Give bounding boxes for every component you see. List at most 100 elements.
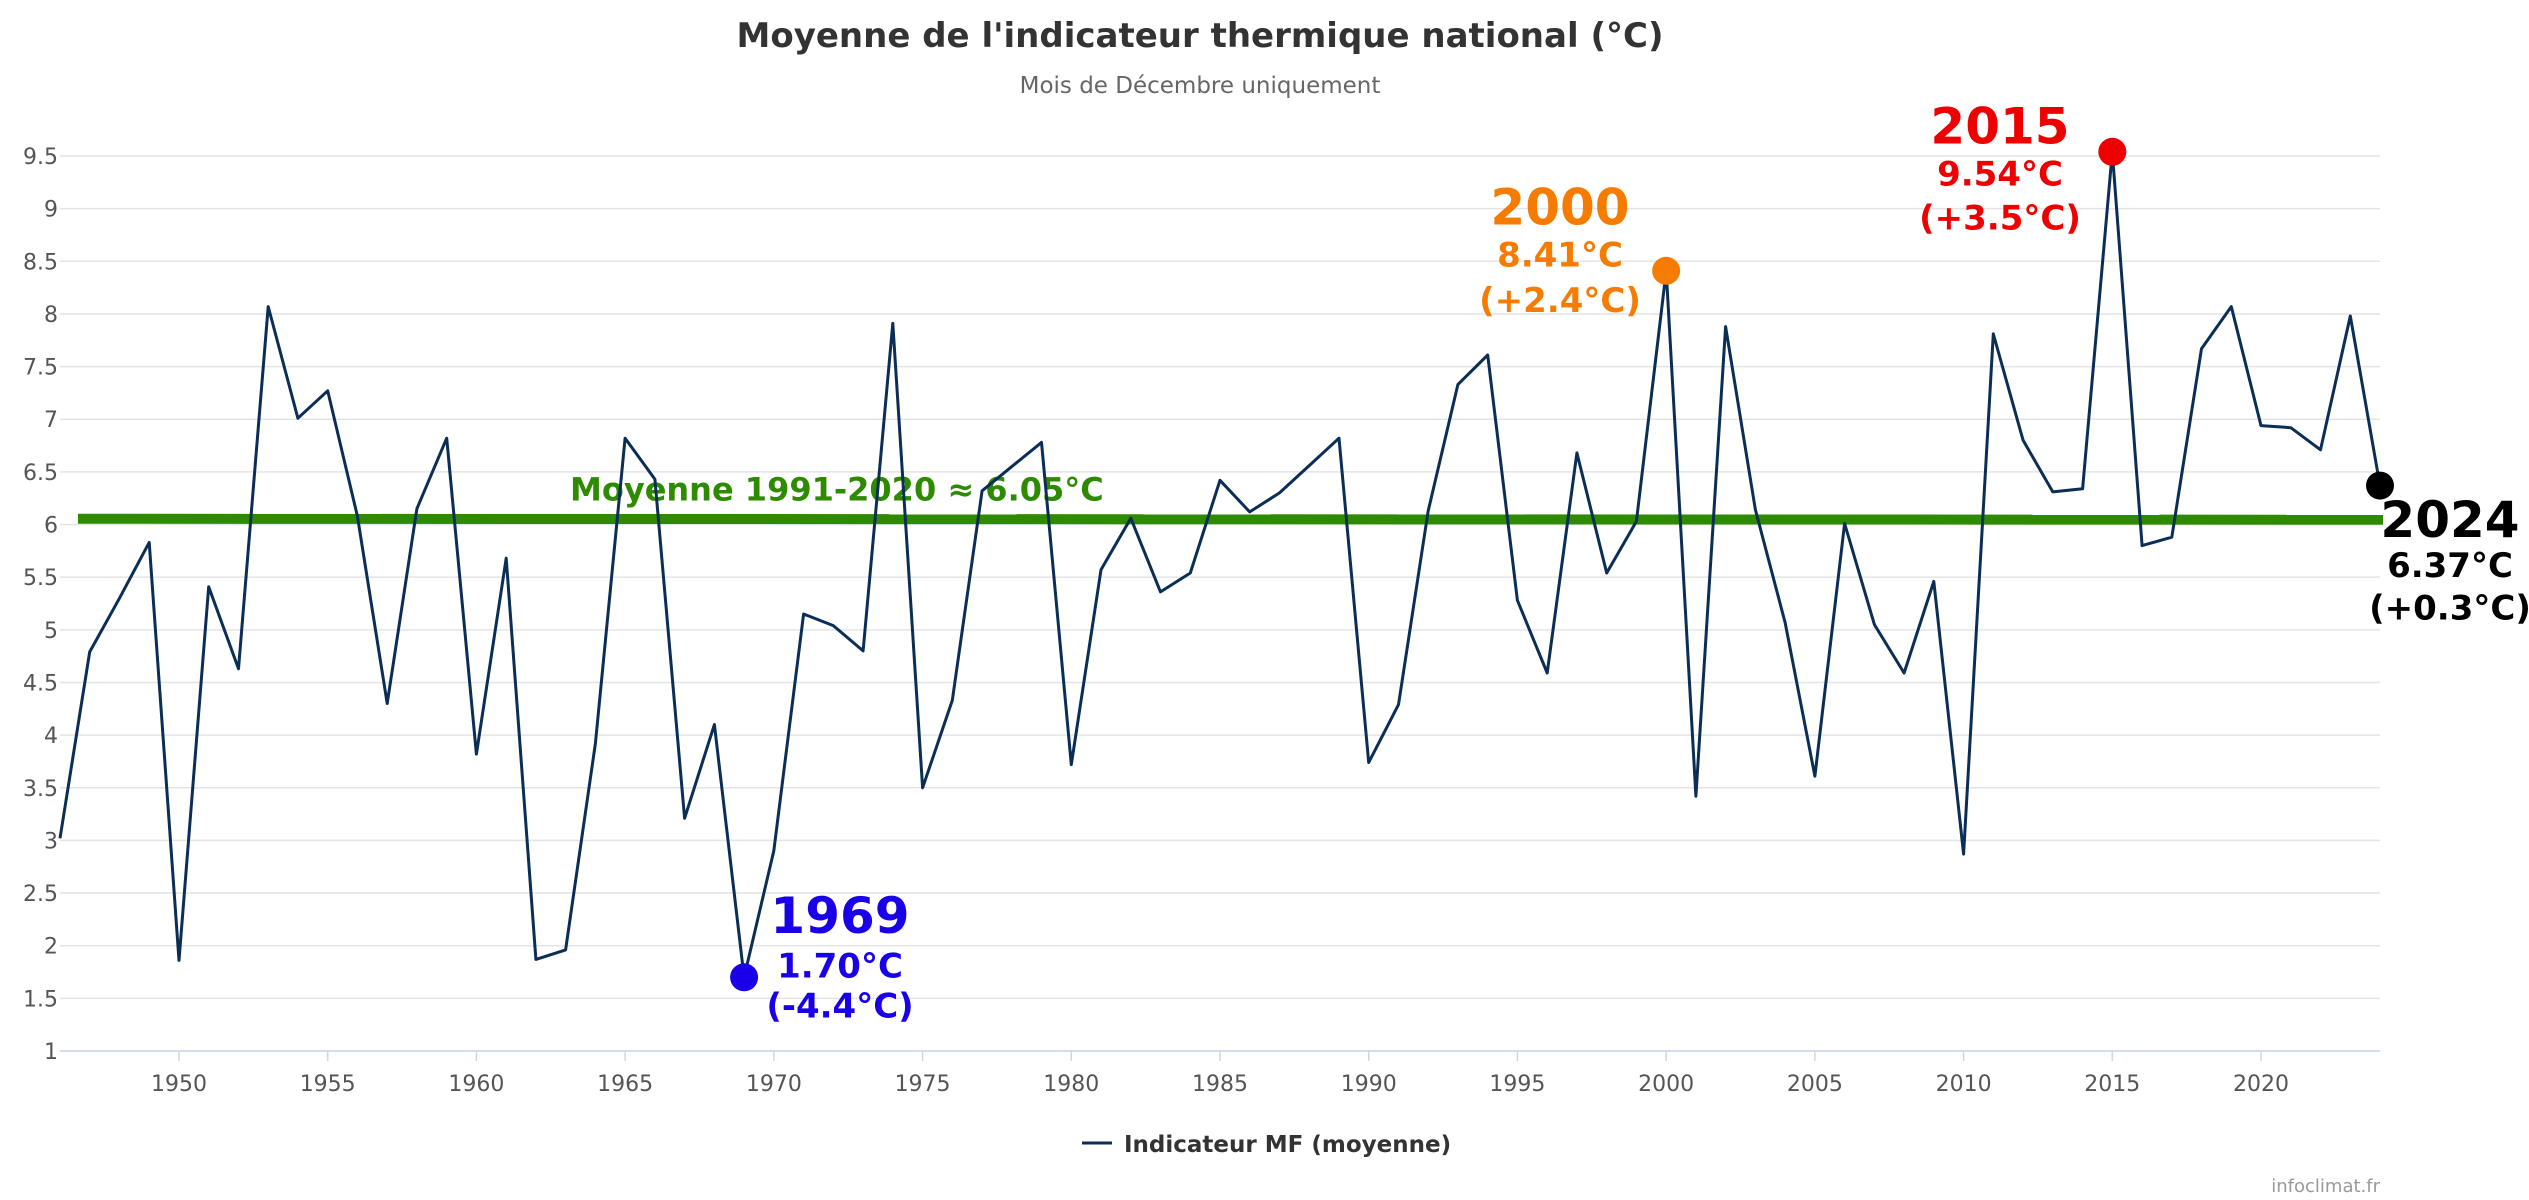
data-point[interactable] — [1605, 571, 1609, 575]
data-point[interactable] — [236, 667, 240, 671]
data-point[interactable] — [207, 585, 211, 589]
data-point[interactable] — [1753, 508, 1757, 512]
data-point[interactable] — [593, 742, 597, 746]
data-point[interactable] — [712, 723, 716, 727]
data-point[interactable] — [1396, 703, 1400, 707]
data-point[interactable] — [950, 698, 954, 702]
data-point[interactable] — [2348, 314, 2352, 318]
y-tick-label: 2.5 — [23, 882, 58, 907]
data-point[interactable] — [147, 540, 151, 544]
data-point[interactable] — [831, 624, 835, 628]
data-point[interactable] — [1932, 579, 1936, 583]
data-point[interactable] — [1545, 671, 1549, 675]
data-point[interactable] — [1843, 521, 1847, 525]
data-point[interactable] — [2229, 305, 2233, 309]
x-tick-label: 2020 — [2233, 1072, 2289, 1097]
x-tick-label: 1950 — [151, 1072, 207, 1097]
data-point[interactable] — [1010, 465, 1014, 469]
data-point[interactable] — [1218, 478, 1222, 482]
data-point[interactable] — [2081, 487, 2085, 491]
data-point[interactable] — [921, 786, 925, 790]
data-point[interactable] — [1486, 353, 1490, 357]
highlight-point-2024[interactable] — [2366, 471, 2394, 500]
data-point[interactable] — [2319, 448, 2323, 452]
y-tick-label: 6.5 — [23, 461, 58, 486]
y-tick-label: 4.5 — [23, 671, 58, 696]
data-point[interactable] — [326, 389, 330, 393]
data-point[interactable] — [980, 489, 984, 493]
data-point[interactable] — [1991, 332, 1995, 336]
data-point[interactable] — [1188, 571, 1192, 575]
data-point[interactable] — [1902, 671, 1906, 675]
data-point[interactable] — [296, 416, 300, 420]
data-point[interactable] — [1426, 509, 1430, 513]
legend[interactable]: Indicateur MF (moyenne) — [1082, 1132, 1451, 1158]
data-point[interactable] — [2021, 438, 2025, 442]
x-axis: 1950 1955 1960 1965 1970 1975 1980 1985 1990 1995… — [60, 1050, 2380, 1097]
highlight-year-label: 2024 — [2380, 491, 2519, 549]
data-point[interactable] — [1069, 763, 1073, 767]
x-tick-label: 1955 — [300, 1072, 356, 1097]
y-tick-label: 5 — [44, 619, 58, 644]
data-point[interactable] — [861, 649, 865, 653]
data-point[interactable] — [1099, 568, 1103, 572]
data-point[interactable] — [891, 321, 895, 325]
data-point[interactable] — [117, 596, 121, 600]
highlight-delta-label: (+3.5°C) — [1919, 199, 2081, 239]
data-point[interactable] — [415, 507, 419, 511]
data-point[interactable] — [1575, 451, 1579, 455]
data-point[interactable] — [88, 650, 92, 654]
data-point[interactable] — [1337, 436, 1341, 440]
data-point[interactable] — [445, 436, 449, 440]
data-point[interactable] — [772, 849, 776, 853]
data-point[interactable] — [385, 702, 389, 706]
data-point[interactable] — [1962, 852, 1966, 856]
data-point[interactable] — [2200, 347, 2204, 351]
data-point[interactable] — [653, 477, 657, 481]
data-point[interactable] — [1456, 382, 1460, 386]
data-point[interactable] — [802, 612, 806, 616]
data-point[interactable] — [355, 514, 359, 518]
legend-label[interactable]: Indicateur MF (moyenne) — [1124, 1132, 1451, 1158]
credits[interactable]: infoclimat.fr — [2271, 1176, 2380, 1197]
data-point[interactable] — [623, 436, 627, 440]
data-point[interactable] — [1813, 774, 1817, 778]
data-point[interactable] — [1367, 760, 1371, 764]
y-tick-label: 9.5 — [23, 145, 58, 170]
data-point[interactable] — [1307, 464, 1311, 468]
y-tick-label: 9 — [44, 198, 58, 223]
data-point[interactable] — [1277, 491, 1281, 495]
data-point[interactable] — [177, 958, 181, 962]
data-point[interactable] — [1634, 519, 1638, 523]
series-line-0[interactable] — [58, 150, 2382, 979]
data-point[interactable] — [534, 957, 538, 961]
highlight-point-2015[interactable] — [2098, 137, 2127, 166]
y-tick-label: 7.5 — [23, 356, 58, 381]
highlight-point-1969[interactable] — [730, 963, 759, 992]
data-point[interactable] — [58, 836, 62, 840]
data-point[interactable] — [683, 816, 687, 820]
data-point[interactable] — [1872, 623, 1876, 627]
data-point[interactable] — [2140, 544, 2144, 548]
data-point[interactable] — [2259, 424, 2263, 428]
x-tick-label: 1995 — [1489, 1072, 1545, 1097]
data-point[interactable] — [1159, 590, 1163, 594]
data-point[interactable] — [1129, 516, 1133, 520]
data-point[interactable] — [2289, 426, 2293, 430]
data-point[interactable] — [504, 556, 508, 560]
data-point[interactable] — [1515, 598, 1519, 602]
x-tick-label: 1960 — [448, 1072, 504, 1097]
highlight-point-2000[interactable] — [1652, 256, 1681, 285]
data-point[interactable] — [474, 752, 478, 756]
data-point[interactable] — [266, 305, 270, 309]
data-point[interactable] — [2170, 535, 2174, 539]
data-point[interactable] — [564, 948, 568, 952]
data-point[interactable] — [1694, 794, 1698, 798]
data-point[interactable] — [1724, 325, 1728, 329]
data-point[interactable] — [1040, 440, 1044, 444]
data-point[interactable] — [2051, 490, 2055, 494]
data-point[interactable] — [1783, 620, 1787, 624]
data-point[interactable] — [1248, 510, 1252, 514]
highlight-value-label: 9.54°C — [1937, 154, 2063, 194]
